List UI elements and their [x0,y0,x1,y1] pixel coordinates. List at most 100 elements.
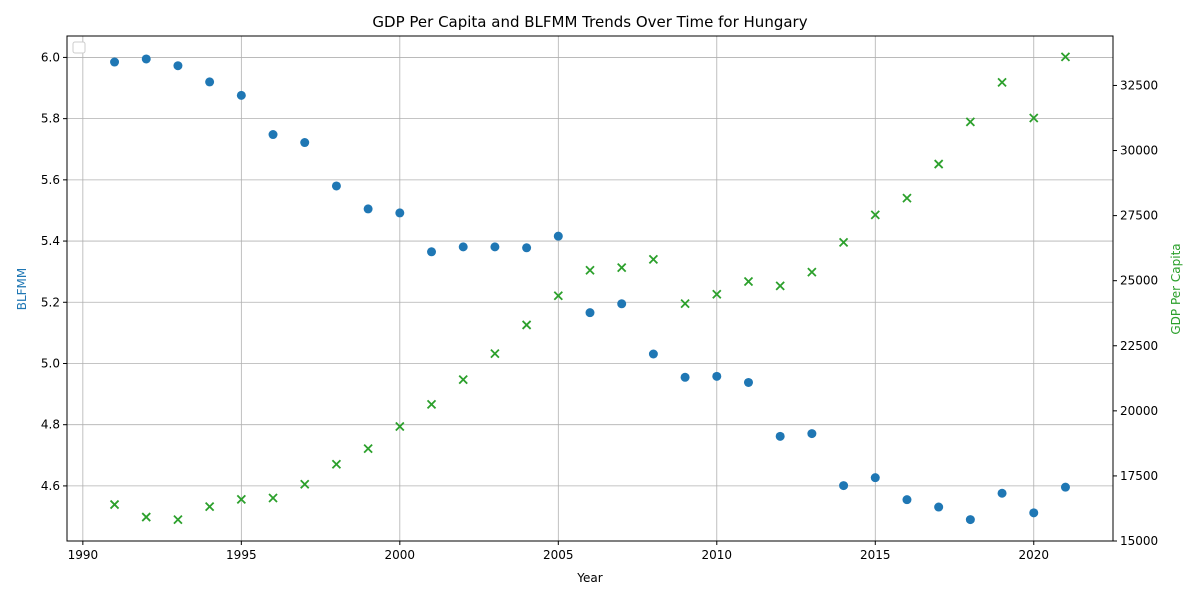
blfmm-point [173,61,183,71]
blfmm-point [268,130,278,140]
blfmm-point [712,371,722,381]
blfmm-point [141,54,151,64]
gdp-point-stroke [300,479,310,489]
gdp-point [395,421,405,432]
gdp-point-stroke [426,399,437,409]
ticks-layer: 1990 1995 2000 2005 2010 2015 2020 4.6 4.8 5.0 5.2… [41,50,1158,562]
legend-box [72,41,86,54]
x-tick-label: 2010 [702,548,733,562]
gdp-point-stroke [331,459,342,469]
blfmm-point [331,181,341,191]
gdp-point [458,374,468,385]
grid-layer [67,36,1113,541]
blfmm-point [934,502,944,512]
gdp-point-stroke [490,348,500,359]
blfmm-point [997,488,1007,498]
gdp-point [743,276,754,287]
y-axis-right-label: GDP Per Capita [1169,243,1183,334]
blfmm-point [490,242,500,252]
gdp-point [109,499,120,510]
gdp-point [204,502,215,512]
gdp-point [173,515,183,525]
gdp-point [934,159,944,169]
gdp-point [775,281,785,291]
y-left-tick-label: 5.2 [41,295,60,309]
gdp-point-stroke [838,237,849,248]
y-right-tick-label: 15000 [1120,534,1158,548]
gdp-point [331,459,342,469]
blfmm-point [870,473,880,483]
x-tick-label: 2020 [1018,548,1049,562]
gdp-point-stroke [458,374,468,385]
gdp-point-stroke [141,512,151,522]
gdp-point-stroke [585,265,595,275]
gdp-point-stroke [965,117,976,127]
x-tick-label: 2005 [543,548,574,562]
blfmm-point [300,138,310,148]
gdp-point [902,193,912,203]
gdp-point [965,117,976,127]
y-right-tick-label: 22500 [1120,339,1158,353]
x-axis-label: Year [576,571,602,585]
blfmm-point [807,429,817,439]
gdp-point-stroke [902,193,912,203]
blfmm-point [1029,508,1039,518]
blfmm-point [236,90,246,100]
y-axis-left-label: BLFMM [15,268,29,311]
gdp-point [807,267,817,277]
chart-title: GDP Per Capita and BLFMM Trends Over Tim… [372,13,807,31]
gdp-point-stroke [775,281,785,291]
blfmm-point [110,57,120,67]
gdp-point-stroke [648,254,659,264]
y-left-tick-label: 6.0 [41,50,60,64]
gdp-point-stroke [1060,52,1071,62]
blfmm-point [902,495,912,505]
gdp-point [363,443,373,454]
gdp-point [1029,113,1039,123]
gdp-point [648,254,659,264]
gdp-point-stroke [109,499,120,510]
gdp-point [712,289,722,299]
x-tick-label: 2015 [860,548,891,562]
y-right-tick-label: 32500 [1120,78,1158,92]
y-left-tick-label: 5.8 [41,112,60,126]
blfmm-point [395,208,405,218]
blfmm-point [839,481,849,491]
gdp-point [141,512,151,522]
y-right-tick-label: 25000 [1120,274,1158,288]
x-tick-label: 2000 [385,548,416,562]
gdp-point [426,399,437,409]
blfmm-point [458,242,468,252]
gdp-point-stroke [807,267,817,277]
gdp-point [490,348,500,359]
blfmm-point [743,377,753,387]
blfmm-point [363,204,373,214]
x-tick-label: 1995 [226,548,257,562]
blfmm-point [648,349,658,359]
gdp-point-stroke [934,159,944,169]
marks-layer [109,52,1071,525]
blfmm-point [1060,482,1070,492]
gdp-point [236,494,246,504]
gdp-point-stroke [617,263,627,273]
gdp-point [870,210,880,220]
blfmm-point [617,299,627,309]
gdp-point-stroke [1029,113,1039,123]
blfmm-point [775,431,785,441]
y-right-tick-label: 30000 [1120,144,1158,158]
y-left-tick-label: 4.8 [41,418,60,432]
y-left-tick-label: 5.0 [41,356,60,370]
gdp-point [268,493,278,503]
blfmm-point [205,77,215,87]
blfmm-point [680,372,690,382]
gdp-point-stroke [395,421,405,432]
blfmm-point [553,231,563,241]
gdp-point [997,77,1007,87]
blfmm-point [522,243,532,253]
blfmm-point [965,515,975,525]
y-left-tick-label: 5.4 [41,234,60,248]
y-left-tick-label: 5.6 [41,173,60,187]
y-left-tick-label: 4.6 [41,479,60,493]
